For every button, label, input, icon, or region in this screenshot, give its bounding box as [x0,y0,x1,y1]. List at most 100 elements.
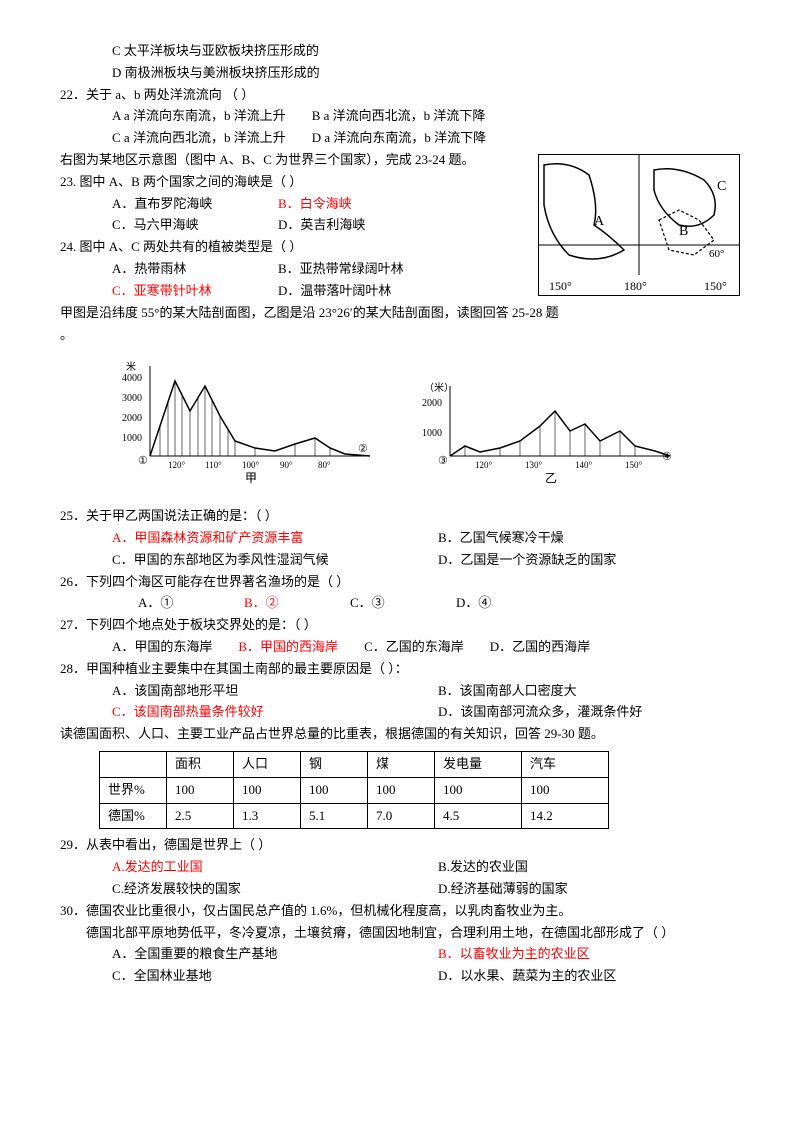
q26-b: B．② [244,593,324,614]
q27-a: A．甲国的东海岸 [112,637,212,658]
q24-row1: A．热带雨林 B．亚热带常绿阔叶林 [60,259,528,280]
q24-a: A．热带雨林 [112,259,252,280]
q24-c: C．亚寒带针叶林 [112,281,252,302]
r0c5: 100 [435,777,522,803]
svg-text:④: ④ [662,451,672,463]
profile-jia: 4000 3000 2000 1000 米 120° 110° 100° 90°… [120,356,380,486]
svg-text:②: ② [358,443,368,455]
q23-row2: C．马六甲海峡 D．英吉利海峡 [60,215,528,236]
q23-c: C．马六甲海峡 [112,215,252,236]
q25-d: D．乙国是一个资源缺乏的国家 [438,550,616,571]
r0c1: 100 [167,777,234,803]
r1c3: 5.1 [301,803,368,829]
r0c0: 世界% [100,777,167,803]
q30-b: B．以畜牧业为主的农业区 [438,944,590,965]
q27-b: B．甲国的西海岸 [238,637,338,658]
q25-c: C．甲国的东部地区为季风性湿润气候 [112,550,412,571]
th-6: 汽车 [522,751,609,777]
q26-a: A．① [138,593,218,614]
q28-d: D．该国南部河流众多，灌溉条件好 [438,702,642,723]
q27-stem: 27．下列四个地点处于板块交界处的是：（ ） [60,615,740,636]
table-header-row: 面积 人口 钢 煤 发电量 汽车 [100,751,609,777]
q26-row: A．① B．② C．③ D．④ [60,593,740,614]
q22-c: C a 洋流向西北流，b 洋流上升 [112,128,286,149]
svg-text:110°: 110° [205,460,222,470]
svg-text:120°: 120° [475,460,493,470]
q28-row1: A．该国南部地形平坦 B．该国南部人口密度大 [60,681,740,702]
q25-row2: C．甲国的东部地区为季风性湿润气候 D．乙国是一个资源缺乏的国家 [60,550,740,571]
q22-row2: C a 洋流向西北流，b 洋流上升 D a 洋流向东南流，b 洋流下降 [60,128,740,149]
table-row-germany: 德国% 2.5 1.3 5.1 7.0 4.5 14.2 [100,803,609,829]
q24-d: D．温带落叶阔叶林 [278,281,391,302]
svg-text:2000: 2000 [422,398,442,409]
r0c3: 100 [301,777,368,803]
q25-a: A．甲国森林资源和矿产资源丰富 [112,528,412,549]
q30-c: C．全国林业基地 [112,966,412,987]
map-lon3: 150° [704,279,727,293]
q29-c: C.经济发展较快的国家 [112,879,412,900]
svg-text:100°: 100° [242,460,260,470]
q30-stem1: 30．德国农业比重很小，仅占国民总产值的 1.6%，但机械化程度高，以乳肉畜牧业… [60,901,740,922]
q28-stem: 28．甲国种植业主要集中在其国土南部的最主要原因是（ ）： [60,659,740,680]
intro29-30: 读德国面积、人口、主要工业产品占世界总量的比重表，根据德国的有关知识，回答 29… [60,724,740,745]
svg-text:米: 米 [126,360,136,373]
r1c0: 德国% [100,803,167,829]
svg-text:1000: 1000 [122,433,142,444]
q28-row2: C．该国南部热量条件较好 D．该国南部河流众多，灌溉条件好 [60,702,740,723]
map-label-a: A [594,214,605,229]
table-row-world: 世界% 100 100 100 100 100 100 [100,777,609,803]
intro25-28: 甲图是沿纬度 55°的某大陆剖面图，乙图是沿 23°26′的某大陆剖面图，读图回… [60,303,740,324]
th-3: 钢 [301,751,368,777]
svg-text:130°: 130° [525,460,543,470]
r0c2: 100 [234,777,301,803]
r1c5: 4.5 [435,803,522,829]
th-2: 人口 [234,751,301,777]
svg-text:90°: 90° [280,460,293,470]
q25-stem: 25．关于甲乙两国说法正确的是：（ ） [60,506,740,527]
r1c2: 1.3 [234,803,301,829]
profile-yi: 2000 1000 （米） 120° 130° 140° 150° ③ ④ 乙 [420,356,680,486]
pre-opt-d: D 南极洲板块与美洲板块挤压形成的 [60,63,740,84]
th-4: 煤 [368,751,435,777]
svg-text:（米）: （米） [424,381,454,394]
q22-a: A a 洋流向东南流，b 洋流上升 [112,106,286,127]
q30-row1: A．全国重要的粮食生产基地 B．以畜牧业为主的农业区 [60,944,740,965]
q23-row1: A．直布罗陀海峡 B．白令海峡 [60,194,528,215]
q28-b: B．该国南部人口密度大 [438,681,577,702]
svg-text:140°: 140° [575,460,593,470]
svg-text:乙: 乙 [545,471,557,485]
q23-d: D．英吉利海峡 [278,215,365,236]
map-label-b: B [679,224,688,239]
svg-text:4000: 4000 [122,373,142,384]
svg-text:1000: 1000 [422,428,442,439]
q22-b: B a 洋流向西北流，b 洋流下降 [312,106,486,127]
r1c6: 14.2 [522,803,609,829]
r1c4: 7.0 [368,803,435,829]
q22-stem: 22．关于 a、b 两处洋流流向 （ ） [60,85,740,106]
q29-b: B.发达的农业国 [438,857,528,878]
q25-b: B．乙国气候寒冷干燥 [438,528,564,549]
q29-stem: 29．从表中看出，德国是世界上（ ） [60,835,740,856]
svg-text:③: ③ [438,455,448,467]
q23-a: A．直布罗陀海峡 [112,194,252,215]
q30-a: A．全国重要的粮食生产基地 [112,944,412,965]
q26-stem: 26．下列四个海区可能存在世界著名渔场的是（ ） [60,572,740,593]
q29-row1: A.发达的工业国 B.发达的农业国 [60,857,740,878]
q29-row2: C.经济发展较快的国家 D.经济基础薄弱的国家 [60,879,740,900]
r0c4: 100 [368,777,435,803]
map-lat: 60° [709,248,724,260]
intro25b: 。 [60,325,740,346]
q29-a: A.发达的工业国 [112,857,412,878]
map-lon1: 150° [549,279,572,293]
q22-row1: A a 洋流向东南流，b 洋流上升 B a 洋流向西北流，b 洋流下降 [60,106,740,127]
q30-stem2: 德国北部平原地势低平，冬冷夏凉，土壤贫瘠，德国因地制宜，合理利用土地，在德国北部… [60,923,740,944]
th-1: 面积 [167,751,234,777]
q28-a: A．该国南部地形平坦 [112,681,412,702]
pre-opt-c: C 太平洋板块与亚欧板块挤压形成的 [60,41,740,62]
r1c1: 2.5 [167,803,234,829]
q23-b: B．白令海峡 [278,194,352,215]
th-5: 发电量 [435,751,522,777]
map-label-c: C [717,179,726,194]
map-figure: A B C 60° 150° 180° 150° [538,154,740,296]
profile-row: 4000 3000 2000 1000 米 120° 110° 100° 90°… [60,356,740,486]
